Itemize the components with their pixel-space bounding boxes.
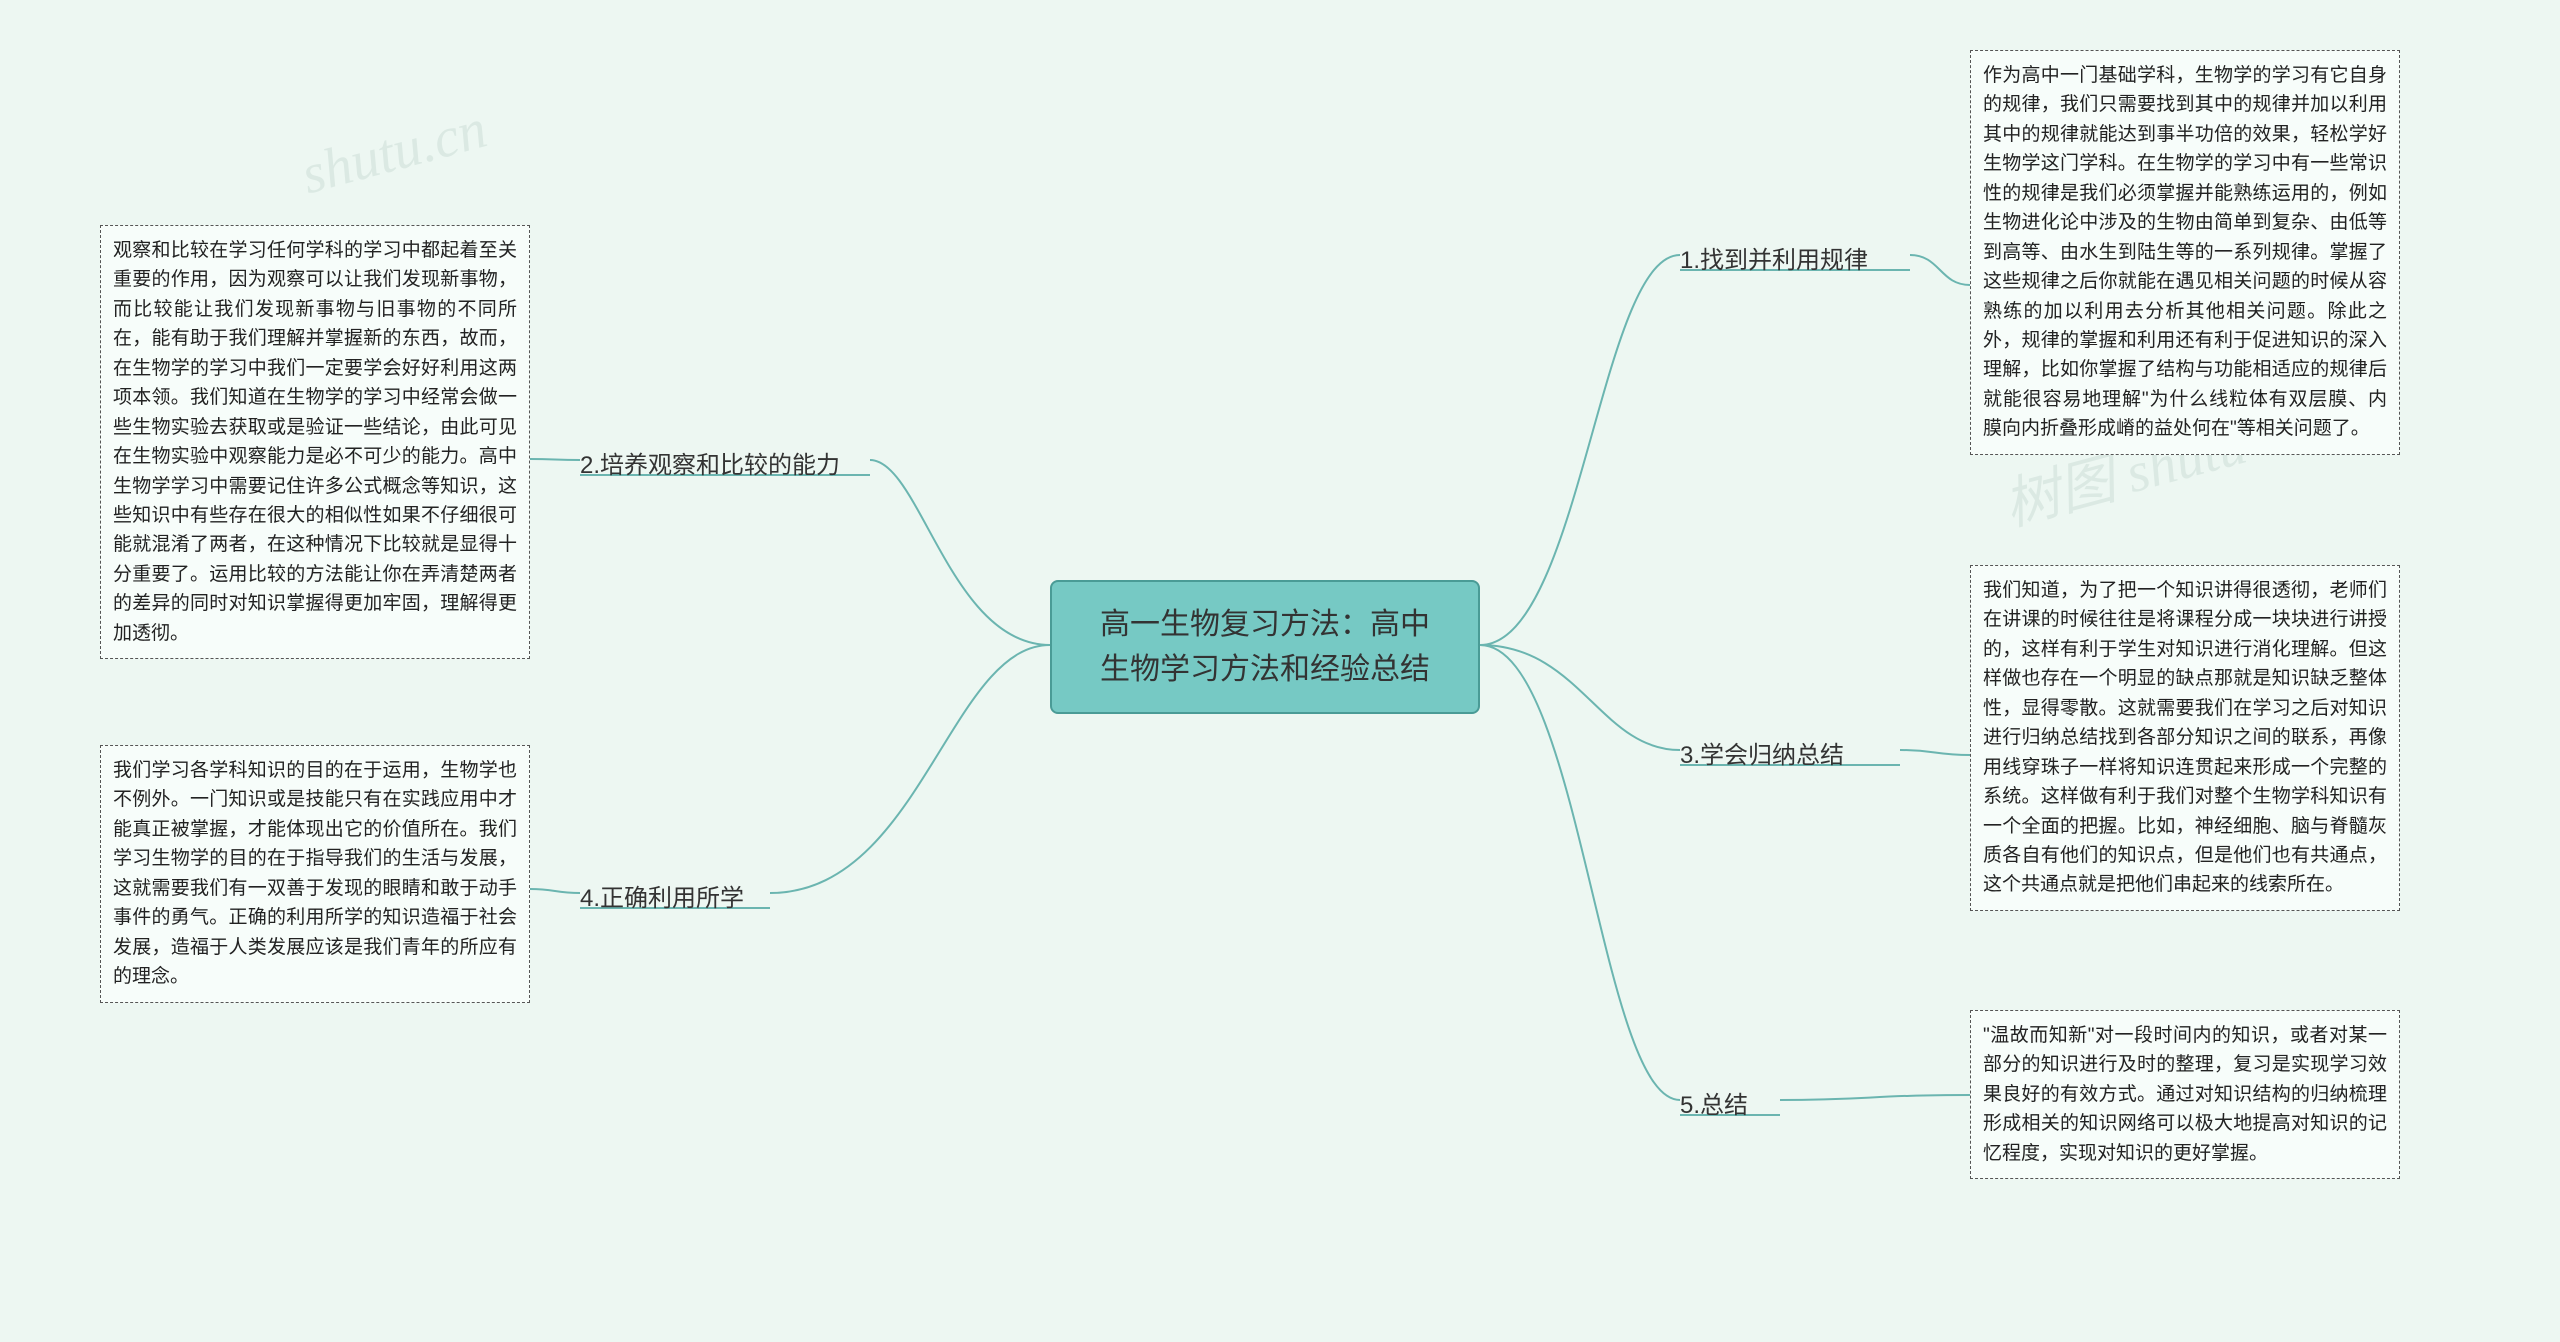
watermark-1: shutu.cn — [295, 97, 493, 208]
center-title-line2: 生物学习方法和经验总结 — [1100, 653, 1430, 686]
branch-label-1: 1.找到并利用规律 — [1680, 240, 1868, 275]
detail-box-4: 我们学习各学科知识的目的在于运用，生物学也不例外。一门知识或是技能只有在实践应用… — [100, 745, 530, 1003]
branch-label-3: 3.学会归纳总结 — [1680, 735, 1844, 770]
detail-box-1: 作为高中一门基础学科，生物学的学习有它自身的规律，我们只需要找到其中的规律并加以… — [1970, 50, 2400, 455]
detail-box-3: 我们知道，为了把一个知识讲得很透彻，老师们在讲课的时候往往是将课程分成一块块进行… — [1970, 565, 2400, 911]
detail-box-5: "温故而知新"对一段时间内的知识，或者对某一部分的知识进行及时的整理，复习是实现… — [1970, 1010, 2400, 1179]
detail-box-2: 观察和比较在学习任何学科的学习中都起着至关重要的作用，因为观察可以让我们发现新事… — [100, 225, 530, 659]
branch-label-5: 5.总结 — [1680, 1085, 1748, 1120]
branch-label-4: 4.正确利用所学 — [580, 878, 744, 913]
center-node: 高一生物复习方法：高中 生物学习方法和经验总结 — [1050, 580, 1480, 714]
branch-label-2: 2.培养观察和比较的能力 — [580, 445, 840, 480]
center-title-line1: 高一生物复习方法：高中 — [1100, 608, 1430, 641]
